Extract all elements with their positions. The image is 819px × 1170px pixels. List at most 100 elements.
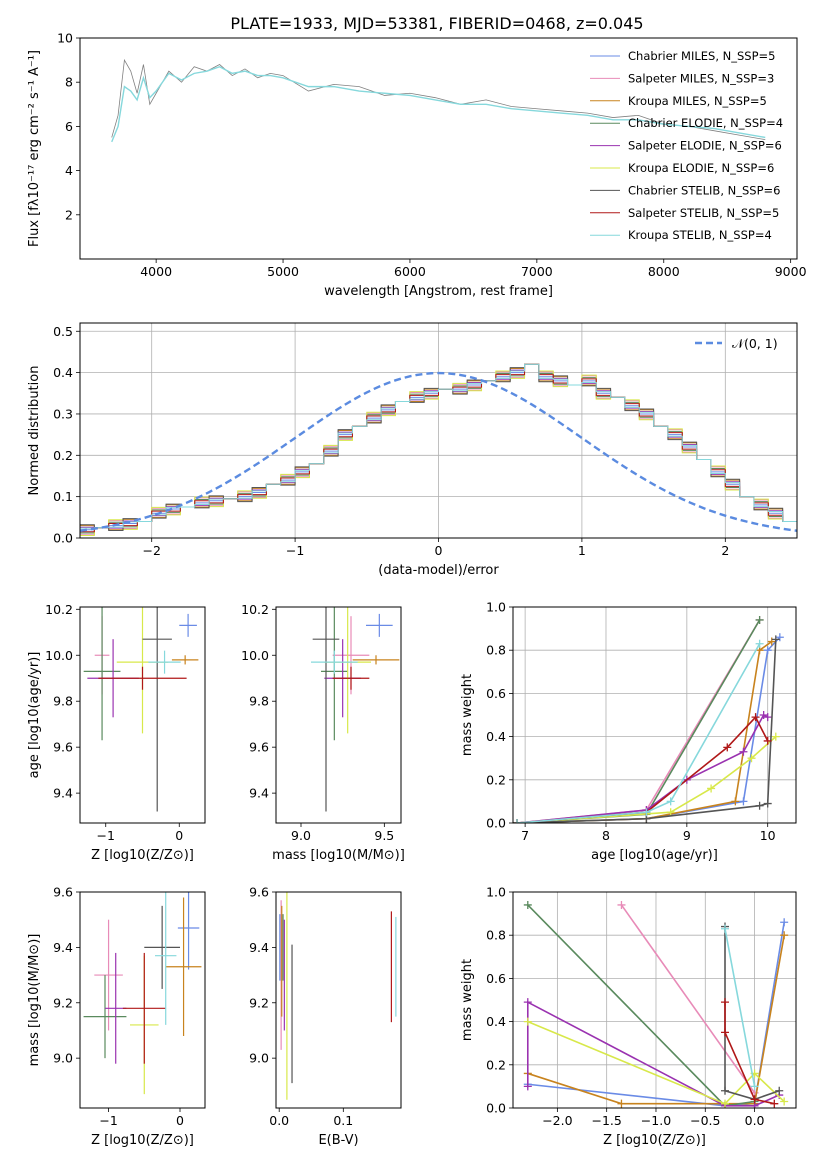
y-tick-label: 9.0	[53, 1051, 73, 1066]
legend-entry: Chabrier STELIB, N_SSP=6	[628, 183, 780, 197]
x-tick-label: 0	[176, 1113, 184, 1128]
x-tick-label: −0.5	[690, 1113, 720, 1128]
plot-area-weight_vs_Z	[523, 900, 789, 1108]
weight-point-marker	[780, 1097, 789, 1106]
x-axis-label: wavelength [Angstrom, rest frame]	[324, 284, 553, 299]
x-tick-label: 8000	[648, 264, 680, 279]
axes-frame	[275, 891, 402, 1109]
weight-point-marker	[523, 900, 532, 909]
x-tick-label: −2	[142, 543, 160, 558]
y-tick-label: 10.0	[241, 648, 269, 663]
weight-point-marker	[751, 713, 760, 722]
weight-point-marker	[666, 808, 675, 817]
weight-series-line	[527, 1020, 785, 1105]
panel-weight_vs_Z: −2.0 −1.5 −1.0 −0.5 0.0 0.0 0.2 0.4 0.6 0.8 1.0 Z […	[460, 885, 797, 1148]
weight-series-line	[724, 1002, 775, 1105]
weight-point-marker	[731, 797, 740, 806]
weight-point-marker	[523, 998, 532, 1007]
weight-point-marker	[723, 743, 732, 752]
y-tick-label: 9.6	[53, 885, 73, 900]
weight-point-marker	[755, 615, 764, 624]
y-axis-label: mass weight	[460, 959, 475, 1041]
y-tick-label: 0.6	[486, 971, 506, 986]
panel-residuals: −2 −1 0 1 2 0.0 0.1 0.2 0.3 0.4 0.5 (data-model)/er…	[27, 322, 798, 578]
y-tick-label: 0.4	[486, 729, 506, 744]
legend-entry: Kroupa ELODIE, N_SSP=6	[628, 161, 774, 175]
axes-frame	[512, 606, 797, 824]
y-tick-label: 0.4	[53, 365, 73, 380]
y-tick-label: 0.6	[486, 686, 506, 701]
legend-entry: Salpeter STELIB, N_SSP=5	[628, 206, 779, 220]
x-tick-label: 0	[435, 543, 443, 558]
y-tick-label: 0.0	[486, 1101, 506, 1116]
histogram-series	[80, 363, 797, 538]
plot-area-residuals	[80, 363, 797, 538]
weight-point-marker	[721, 924, 730, 933]
panel-mass_vs_Z: −1 0 9.0 9.2 9.4 9.6 Z [log10(Z/Z⊙)] mass [log1…	[27, 885, 206, 1148]
weight-point-marker	[767, 637, 776, 646]
y-tick-label: 8	[65, 75, 73, 90]
axes-frame	[79, 37, 798, 260]
y-tick-label: 0.2	[53, 448, 73, 463]
y-tick-label: 9.8	[249, 694, 269, 709]
x-tick-label: 10	[760, 828, 776, 843]
y-tick-label: 9.6	[249, 885, 269, 900]
y-tick-label: 1.0	[486, 885, 506, 900]
weight-series-line	[517, 636, 781, 823]
x-tick-label: 9.5	[374, 828, 394, 843]
legend-entry: Chabrier ELODIE, N_SSP=4	[628, 116, 783, 130]
y-axis-label: mass [log10(M/M⊙)]	[27, 934, 42, 1067]
axes-frame	[275, 606, 402, 824]
panel-weight_vs_age: 7 8 9 10 0.0 0.2 0.4 0.6 0.8 1.0 age [log10(age/yr…	[460, 600, 797, 863]
x-tick-label: 0.0	[269, 1113, 289, 1128]
x-tick-label: 9	[683, 828, 691, 843]
weight-point-marker	[642, 808, 651, 817]
weight-point-marker	[780, 931, 789, 940]
axes-frame	[79, 322, 798, 539]
weight-point-marker	[759, 711, 768, 719]
weight-point-marker	[775, 633, 784, 642]
y-tick-label: 10.2	[241, 602, 269, 617]
figure-title: PLATE=1933, MJD=53381, FIBERID=0468, z=0…	[230, 14, 643, 33]
x-tick-label: −1	[97, 828, 115, 843]
y-tick-label: 9.2	[53, 995, 73, 1010]
legend-entry: 𝒩(0, 1)	[732, 336, 778, 351]
y-tick-label: 10.0	[45, 648, 73, 663]
weight-point-marker	[780, 918, 789, 927]
x-tick-label: −1	[286, 543, 304, 558]
histogram-series	[80, 363, 797, 538]
weight-point-marker	[775, 1086, 784, 1095]
y-tick-label: 2	[65, 207, 73, 222]
x-tick-label: 4000	[140, 264, 172, 279]
y-tick-label: 9.4	[53, 786, 73, 801]
y-tick-label: 9.6	[249, 740, 269, 755]
weight-point-marker	[747, 754, 756, 763]
weight-point-marker	[721, 1086, 730, 1095]
weight-series-line	[620, 904, 756, 1094]
weight-point-marker	[513, 819, 522, 823]
panel-age_vs_Z: −1 0 9.4 9.6 9.8 10.0 10.2 Z [log10(Z/Z⊙)] age […	[27, 602, 206, 863]
weight-series-line	[517, 640, 773, 823]
weight-point-marker	[755, 801, 764, 810]
x-tick-label: 6000	[394, 264, 426, 279]
x-axis-label: mass [log10(M/M⊙)]	[272, 848, 405, 863]
x-axis-label: E(B-V)	[318, 1133, 358, 1148]
axes-frame	[79, 606, 206, 824]
weight-point-marker	[763, 736, 772, 745]
y-tick-label: 1.0	[486, 600, 506, 615]
x-tick-label: −2.0	[542, 1113, 572, 1128]
legend-entry: Kroupa STELIB, N_SSP=4	[628, 228, 772, 242]
x-axis-label: Z [log10(Z/Z⊙)]	[603, 1133, 706, 1148]
weight-point-marker	[617, 1099, 626, 1108]
y-tick-label: 9.4	[249, 786, 269, 801]
y-tick-label: 9.8	[53, 694, 73, 709]
weight-point-marker	[739, 747, 748, 756]
y-tick-label: 0.2	[486, 772, 506, 787]
plot-area-age_vs_mass	[311, 607, 400, 812]
weight-point-marker	[750, 1082, 759, 1091]
y-tick-label: 0.0	[53, 531, 73, 546]
x-tick-label: 7	[521, 828, 529, 843]
weight-point-marker	[755, 639, 764, 648]
y-tick-label: 9.0	[249, 1051, 269, 1066]
x-tick-label: 1	[578, 543, 586, 558]
